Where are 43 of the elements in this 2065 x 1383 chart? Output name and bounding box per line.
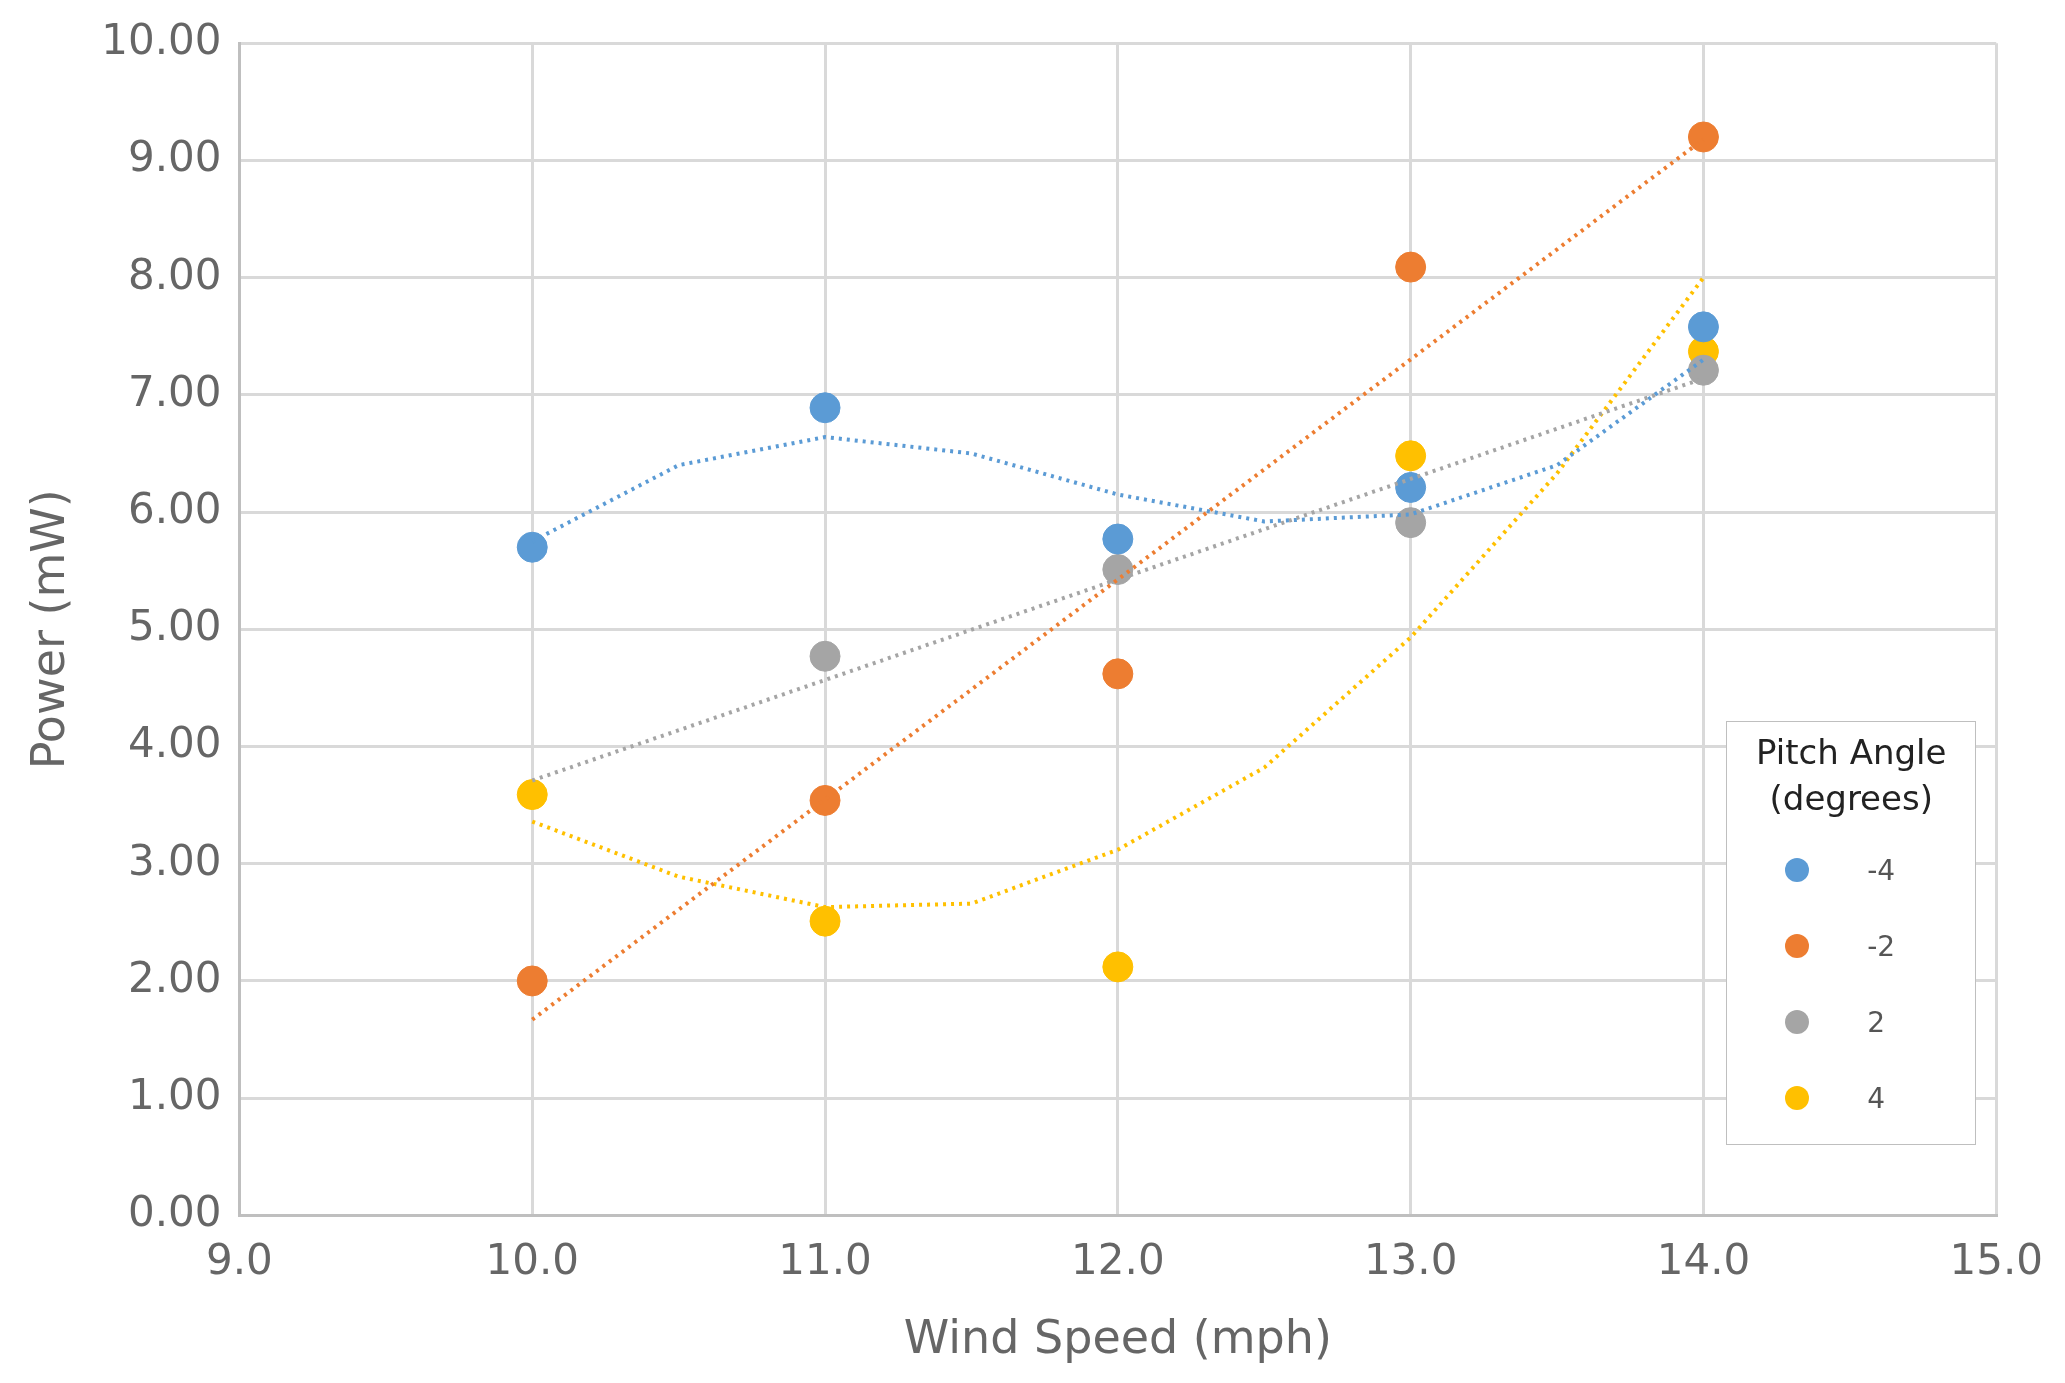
point — [516, 531, 548, 563]
y-tick-label: 7.00 — [127, 366, 222, 416]
point — [1395, 507, 1427, 539]
x-tick-label: 9.0 — [206, 1234, 273, 1284]
y-tick-label: 8.00 — [127, 249, 222, 299]
point — [1102, 523, 1134, 555]
point — [516, 779, 548, 811]
point — [809, 640, 841, 672]
point — [516, 965, 548, 997]
legend-label: -2 — [1867, 929, 1896, 963]
y-tick-label: 10.00 — [101, 15, 222, 65]
legend-title: Pitch Angle (degrees) — [1755, 731, 1948, 821]
point — [809, 392, 841, 424]
point — [809, 784, 841, 816]
legend-label: -4 — [1867, 853, 1896, 887]
legend-label: 2 — [1867, 1005, 1886, 1039]
point — [1102, 951, 1134, 983]
point — [1395, 471, 1427, 503]
y-tick-label: 4.00 — [127, 718, 222, 768]
y-tick-label: 2.00 — [127, 952, 222, 1002]
y-axis-title: Power (mW) — [20, 489, 75, 770]
x-tick-label: 10.0 — [485, 1234, 579, 1284]
point — [1395, 251, 1427, 283]
y-tick-label: 9.00 — [127, 132, 222, 182]
x-tick-label: 14.0 — [1656, 1234, 1751, 1284]
y-tick-label: 3.00 — [127, 835, 222, 885]
y-tick-label: 0.00 — [127, 1187, 222, 1237]
point — [1395, 440, 1427, 472]
y-tick-label: 1.00 — [127, 1070, 222, 1120]
point — [1687, 121, 1719, 153]
point — [809, 905, 841, 937]
x-tick-label: 12.0 — [1071, 1234, 1165, 1284]
point — [1687, 354, 1719, 386]
point — [1687, 311, 1719, 343]
legend-label: 4 — [1867, 1081, 1886, 1115]
point — [1102, 658, 1134, 690]
point — [1102, 554, 1134, 586]
x-tick-label: 15.0 — [1949, 1234, 2043, 1284]
x-tick-label: 11.0 — [778, 1234, 872, 1284]
x-tick-label: 13.0 — [1363, 1234, 1458, 1284]
y-tick-label: 5.00 — [127, 601, 222, 651]
x-axis-title: Wind Speed (mph) — [903, 1310, 1332, 1365]
y-tick-label: 6.00 — [127, 483, 222, 533]
